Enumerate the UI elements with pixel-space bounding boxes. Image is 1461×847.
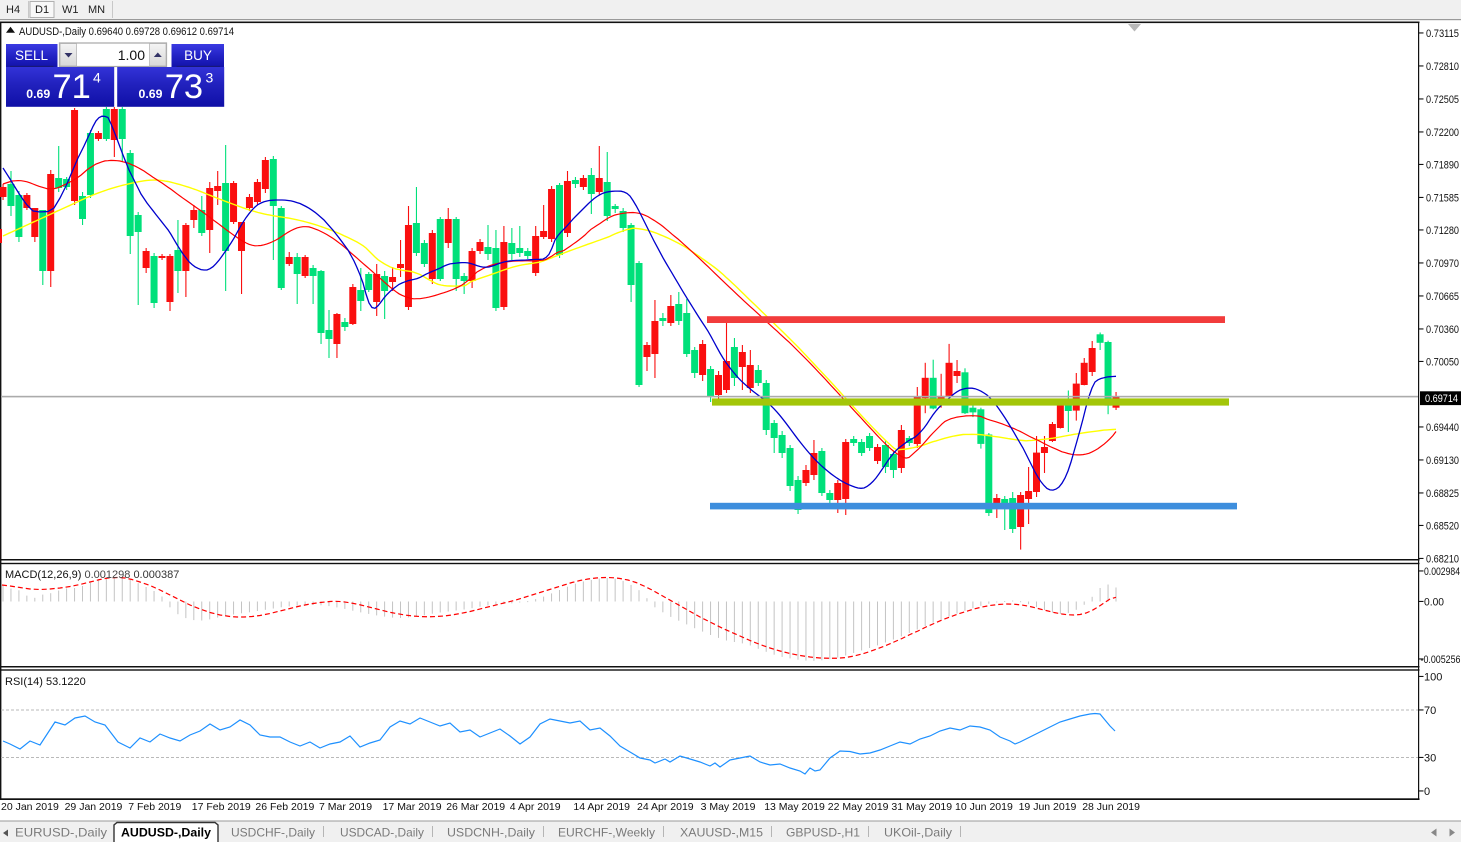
svg-text:28 Jun 2019: 28 Jun 2019: [1082, 801, 1140, 813]
svg-text:3: 3: [206, 69, 214, 85]
svg-text:D1: D1: [35, 4, 49, 16]
svg-text:4: 4: [93, 69, 101, 85]
svg-text:MACD(12,26,9) 0.001298 0.00038: MACD(12,26,9) 0.001298 0.000387: [5, 569, 179, 581]
svg-text:100: 100: [1424, 672, 1442, 684]
svg-text:0.68520: 0.68520: [1426, 521, 1459, 533]
svg-text:20 Jan 2019: 20 Jan 2019: [1, 801, 59, 813]
svg-text:0.72810: 0.72810: [1426, 61, 1459, 73]
svg-text:24 Apr 2019: 24 Apr 2019: [637, 801, 694, 813]
svg-text:0: 0: [1424, 786, 1430, 798]
svg-text:19 Jun 2019: 19 Jun 2019: [1019, 801, 1077, 813]
svg-text:0.69130: 0.69130: [1426, 455, 1459, 467]
svg-text:0.69440: 0.69440: [1426, 422, 1459, 434]
svg-text:H4: H4: [6, 4, 20, 16]
svg-text:0.68210: 0.68210: [1426, 554, 1459, 566]
svg-text:AUDUSD-,Daily 0.69640 0.69728: AUDUSD-,Daily 0.69640 0.69728 0.69612 0.…: [19, 26, 234, 38]
svg-text:GBPUSD-,H1: GBPUSD-,H1: [786, 826, 860, 840]
svg-text:EURCHF-,Weekly: EURCHF-,Weekly: [558, 826, 655, 840]
svg-text:MN: MN: [88, 4, 105, 16]
svg-text:0.71890: 0.71890: [1426, 160, 1459, 172]
svg-text:USDCAD-,Daily: USDCAD-,Daily: [340, 826, 424, 840]
svg-text:SELL: SELL: [15, 48, 49, 63]
svg-text:17 Mar 2019: 17 Mar 2019: [383, 801, 442, 813]
svg-text:29 Jan 2019: 29 Jan 2019: [65, 801, 123, 813]
svg-text:0.73115: 0.73115: [1426, 28, 1459, 40]
svg-text:3 May 2019: 3 May 2019: [701, 801, 756, 813]
svg-text:EURUSD-,Daily: EURUSD-,Daily: [15, 826, 107, 840]
svg-text:W1: W1: [62, 4, 79, 16]
svg-text:13 May 2019: 13 May 2019: [764, 801, 825, 813]
svg-text:17 Feb 2019: 17 Feb 2019: [192, 801, 251, 813]
svg-text:XAUUSD-,M15: XAUUSD-,M15: [680, 826, 763, 840]
svg-text:0.00: 0.00: [1424, 597, 1444, 609]
svg-text:0.71280: 0.71280: [1426, 225, 1459, 237]
svg-text:0.70970: 0.70970: [1426, 258, 1459, 270]
svg-text:0.69: 0.69: [26, 87, 50, 101]
svg-text:RSI(14) 53.1220: RSI(14) 53.1220: [5, 676, 86, 688]
svg-text:USDCNH-,Daily: USDCNH-,Daily: [447, 826, 535, 840]
svg-text:70: 70: [1424, 705, 1436, 717]
svg-text:26 Feb 2019: 26 Feb 2019: [255, 801, 314, 813]
svg-text:26 Mar 2019: 26 Mar 2019: [446, 801, 505, 813]
svg-text:0.69714: 0.69714: [1425, 393, 1458, 405]
svg-text:14 Apr 2019: 14 Apr 2019: [573, 801, 630, 813]
svg-text:7 Feb 2019: 7 Feb 2019: [128, 801, 181, 813]
svg-text:UKOil-,Daily: UKOil-,Daily: [884, 826, 952, 840]
svg-text:0.71585: 0.71585: [1426, 193, 1459, 205]
svg-text:0.70665: 0.70665: [1426, 291, 1459, 303]
svg-text:31 May 2019: 31 May 2019: [891, 801, 952, 813]
svg-text:0.68825: 0.68825: [1426, 488, 1459, 500]
svg-text:0.70050: 0.70050: [1426, 357, 1459, 369]
svg-text:7 Mar 2019: 7 Mar 2019: [319, 801, 372, 813]
svg-text:USDCHF-,Daily: USDCHF-,Daily: [231, 826, 315, 840]
svg-text:10 Jun 2019: 10 Jun 2019: [955, 801, 1013, 813]
svg-text:1.00: 1.00: [118, 47, 145, 63]
svg-text:0.002984: 0.002984: [1424, 566, 1460, 578]
svg-text:BUY: BUY: [184, 48, 212, 63]
svg-text:71: 71: [53, 68, 91, 106]
svg-text:0.70360: 0.70360: [1426, 324, 1459, 336]
svg-text:-0.005256: -0.005256: [1421, 654, 1461, 666]
svg-text:22 May 2019: 22 May 2019: [828, 801, 889, 813]
svg-text:0.69: 0.69: [139, 87, 163, 101]
svg-text:AUDUSD-,Daily: AUDUSD-,Daily: [121, 826, 211, 840]
svg-text:30: 30: [1424, 753, 1436, 765]
svg-text:73: 73: [165, 68, 203, 106]
svg-text:0.72505: 0.72505: [1426, 94, 1459, 106]
svg-text:0.72200: 0.72200: [1426, 127, 1459, 139]
svg-text:4 Apr 2019: 4 Apr 2019: [510, 801, 561, 813]
